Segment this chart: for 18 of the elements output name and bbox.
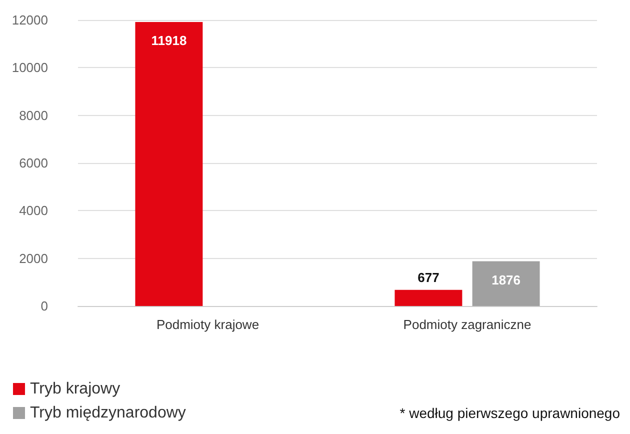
- y-tick-label: 10000: [12, 60, 48, 76]
- y-tick-label: 2000: [19, 250, 48, 266]
- bar: [394, 290, 462, 306]
- x-tick-label: Podmioty zagraniczne: [403, 317, 532, 332]
- legend-label: Tryb międzynarodowy: [30, 404, 186, 422]
- y-tick-label: 6000: [19, 156, 48, 170]
- y-tick-label: 12000: [12, 12, 48, 28]
- text: * według pierwszego uprawnionego: [400, 405, 620, 421]
- data-label: 11918: [151, 32, 187, 48]
- legend-label: Tryb krajowy: [30, 380, 120, 398]
- bar: [135, 22, 203, 306]
- x-tick-label: Podmioty krajowe: [156, 317, 260, 332]
- data-label: 677: [418, 270, 440, 285]
- data-label: 1876: [492, 272, 521, 288]
- y-tick-label: 0: [40, 298, 48, 314]
- y-tick-label: 4000: [19, 203, 48, 218]
- y-tick-label: 8000: [19, 108, 48, 123]
- bar: [472, 261, 540, 306]
